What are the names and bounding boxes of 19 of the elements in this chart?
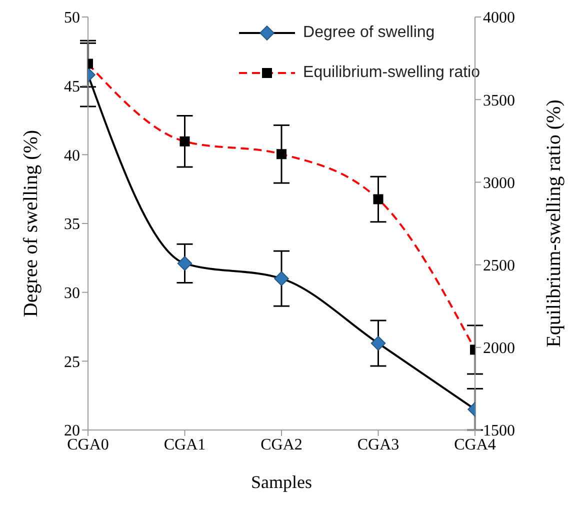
- y-tick-label: 40: [64, 147, 80, 164]
- y-axis-title: Degree of swelling (%): [20, 130, 42, 318]
- legend-label: Equilibrium-swelling ratio: [303, 64, 480, 82]
- y2-axis-title: Equilibrium-swelling ratio (%): [543, 100, 566, 348]
- y-tick-label: 25: [64, 354, 80, 371]
- y2-tick-label: 2500: [483, 257, 515, 274]
- x-tick-label: CGA3: [357, 436, 400, 454]
- y2-tick-label: 3500: [483, 92, 515, 110]
- x-tick-label: CGA1: [164, 436, 206, 454]
- x-axis-title: Samples: [251, 472, 312, 492]
- legend-label: Degree of swelling: [303, 24, 435, 42]
- y-tick-label: 45: [64, 78, 80, 96]
- y2-tick-label: 2000: [483, 340, 515, 358]
- y2-tick-label: 3000: [483, 174, 515, 192]
- y-tick-label: 30: [64, 285, 80, 302]
- y-tick-label: 35: [64, 216, 80, 234]
- y2-tick-label: 4000: [483, 10, 515, 27]
- y-tick-label: 50: [64, 10, 80, 27]
- x-tick-label: CGA2: [260, 436, 302, 454]
